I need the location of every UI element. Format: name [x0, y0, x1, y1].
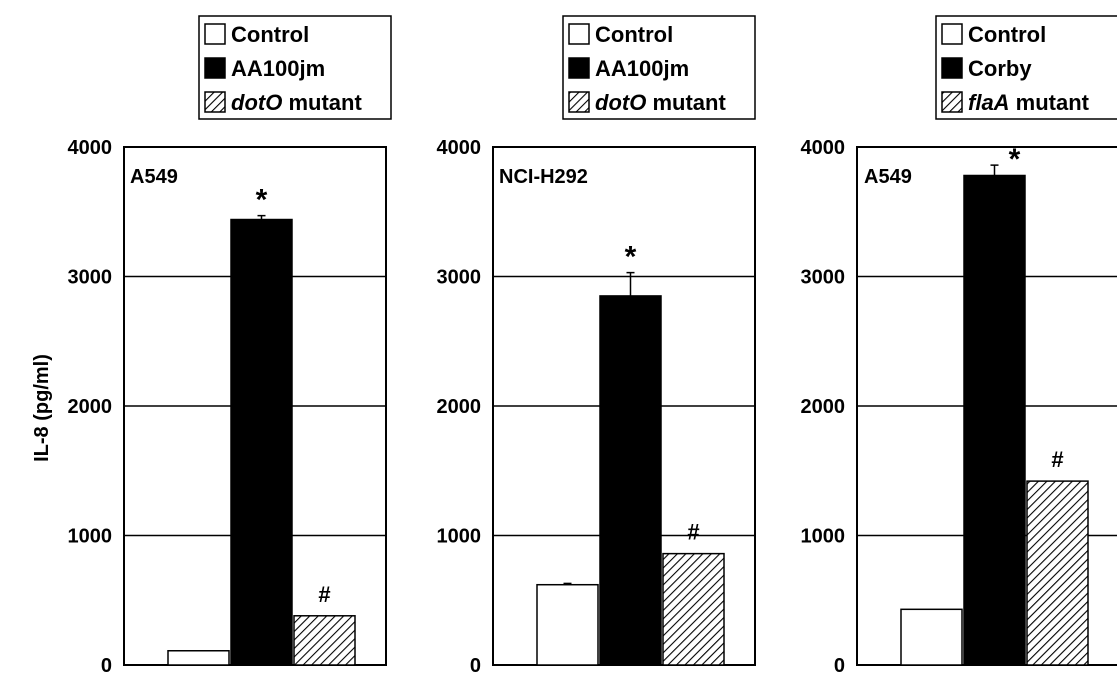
y-tick-label-3000: 3000 [68, 267, 113, 289]
legend-label-control: Control [595, 22, 673, 47]
y-tick-label-4000: 4000 [437, 137, 482, 159]
legend-swatch-control [204, 23, 226, 45]
legend-label-mutant-suffix: mutant [646, 90, 726, 115]
y-tick-label-1000: 1000 [801, 526, 846, 548]
y-tick-label-0: 0 [470, 655, 481, 675]
legend-swatch-control [568, 23, 590, 45]
panel-nci-h292-aa100jm: Control AA100jm dotO mutant NCI-H292 0 10… [437, 15, 756, 675]
legend-label-treated: Corby [968, 56, 1032, 81]
significance-hash: # [318, 582, 330, 607]
legend-label-mutant-gene: dotO [595, 90, 646, 115]
y-tick-label-1000: 1000 [68, 526, 113, 548]
legend: Control AA100jm dotO mutant [562, 15, 756, 120]
legend-swatch-treated [204, 57, 226, 79]
bars: *# [900, 143, 1089, 666]
y-tick-label-0: 0 [834, 655, 845, 675]
significance-star: * [625, 241, 637, 274]
legend-label-control: Control [231, 22, 309, 47]
bars: *# [167, 184, 356, 666]
legend-swatch-mutant [204, 91, 226, 113]
y-tick-label-0: 0 [101, 655, 112, 675]
bar-mutant [293, 615, 356, 666]
legend-label-mutant-suffix: mutant [282, 90, 362, 115]
legend-label-treated: AA100jm [595, 56, 689, 81]
y-tick-label-2000: 2000 [801, 396, 846, 418]
legend-label-mutant-gene: dotO [231, 90, 282, 115]
legend: Control AA100jm dotO mutant [198, 15, 392, 120]
legend-swatch-mutant [568, 91, 590, 113]
panel-label: A549 [130, 166, 178, 188]
legend-label-mutant-gene: flaA [968, 90, 1010, 115]
panel-label: A549 [864, 166, 912, 188]
legend-label-mutant: flaA mutant [968, 90, 1090, 115]
bar-control [900, 608, 963, 666]
y-tick-label-2000: 2000 [68, 396, 113, 418]
y-tick-label-2000: 2000 [437, 396, 482, 418]
bar-treated [230, 218, 293, 666]
legend-box [935, 15, 1117, 120]
legend: Control Corby flaA mutant [935, 15, 1117, 120]
significance-hash: # [687, 520, 699, 545]
legend-swatch-treated [568, 57, 590, 79]
y-tick-label-3000: 3000 [437, 267, 482, 289]
bar-mutant [662, 552, 725, 666]
legend-swatch-control [941, 23, 963, 45]
legend-box [198, 15, 392, 120]
y-axis: 0 1000 2000 3000 4000 [68, 137, 387, 675]
panel-a549-corby: Control Corby flaA mutant A549 0 1000 2000… [801, 15, 1117, 675]
bar-control [536, 583, 599, 666]
legend-box [562, 15, 756, 120]
y-tick-label-4000: 4000 [801, 137, 846, 159]
legend-label-control: Control [968, 22, 1046, 47]
legend-swatch-treated [941, 57, 963, 79]
legend-label-mutant: dotO mutant [231, 90, 362, 115]
bar-treated [963, 174, 1026, 666]
bar-control [167, 650, 230, 666]
legend-swatch-mutant [941, 91, 963, 113]
significance-star: * [256, 184, 268, 217]
legend-label-mutant-suffix: mutant [1010, 90, 1090, 115]
legend-label-mutant: dotO mutant [595, 90, 726, 115]
panel-a549-aa100jm: Control AA100jm dotO mutant A549 0 1000 20… [68, 15, 392, 675]
y-tick-label-3000: 3000 [801, 267, 846, 289]
bar-mutant [1026, 480, 1089, 666]
panel-label: NCI-H292 [499, 166, 588, 188]
y-tick-label-4000: 4000 [68, 137, 113, 159]
y-tick-label-1000: 1000 [437, 526, 482, 548]
bars: *# [536, 241, 725, 666]
legend-label-treated: AA100jm [231, 56, 325, 81]
bar-treated [599, 295, 662, 666]
significance-hash: # [1051, 447, 1063, 472]
y-axis-label: IL-8 (pg/ml) [31, 354, 53, 462]
significance-star: * [1009, 143, 1021, 176]
